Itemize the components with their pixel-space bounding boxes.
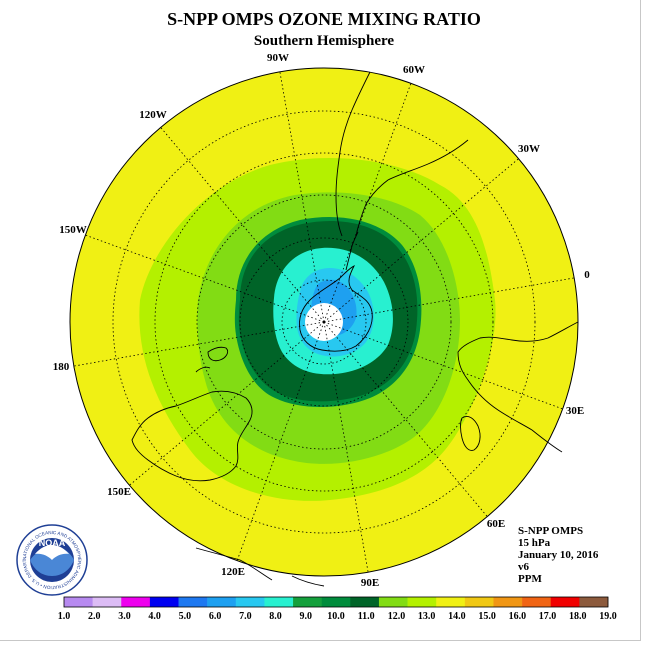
lon-label-60w: 60W [403, 64, 425, 76]
colorbar-label: 4.0 [148, 611, 161, 622]
coastline-south-america [335, 71, 469, 237]
lon-label-90e: 90E [361, 577, 379, 589]
latitude-circle-70s [239, 237, 409, 407]
colorbar-label: 19.0 [599, 611, 617, 622]
info-date: January 10, 2016 [518, 549, 599, 561]
latitude-circle-60s [196, 194, 452, 450]
south-pole-marker [322, 320, 326, 324]
colorbar-border [63, 596, 609, 608]
colorbar-swatch [550, 597, 580, 607]
colorbar-swatch [178, 597, 208, 607]
coastline-australia [131, 390, 253, 482]
lon-label-0: 0 [584, 269, 590, 281]
colorbar-label: 3.0 [118, 611, 131, 622]
colorbar-label: 2.0 [88, 611, 101, 622]
product-info: S-NPP OMPS 15 hPa January 10, 2016 v6 PP… [518, 525, 599, 585]
colorbar-swatch [121, 597, 151, 607]
lon-label-30e: 30E [566, 405, 584, 417]
info-units: PPM [518, 573, 542, 585]
coastline-indonesia [195, 547, 325, 587]
info-version: v6 [518, 561, 530, 573]
colorbar-swatch [293, 597, 322, 607]
colorbar-label: 7.0 [239, 611, 252, 622]
colorbar-label: 13.0 [418, 611, 436, 622]
colorbar-swatch [350, 597, 380, 607]
colorbar-swatch [149, 597, 179, 607]
figure-subtitle: Southern Hemisphere [254, 33, 394, 49]
contour-fills [139, 157, 496, 501]
coastline-new-zealand [195, 346, 229, 373]
lon-label-150w: 150W [59, 224, 87, 236]
map-boundary [69, 67, 579, 577]
longitude-labels: 90W 60W 30W 0 30E 60E 90E 120E 150E 180 … [53, 52, 591, 589]
colorbar-swatch [207, 597, 237, 607]
colorbar-label: 10.0 [327, 611, 345, 622]
colorbar-swatch [522, 597, 552, 607]
polar-map [69, 67, 579, 587]
latitude-circles [112, 110, 536, 534]
coastline-antarctica [299, 264, 373, 352]
colorbar-label: 14.0 [448, 611, 466, 622]
colorbar: 1.0 2.0 3.0 4.0 5.0 6.0 7.0 8.0 9.0 10.0 11.0 12.0 1… [58, 596, 617, 622]
colorbar-swatch [92, 597, 122, 607]
colorbar-swatch [378, 597, 408, 607]
colorbar-swatch [264, 597, 294, 607]
colorbar-swatch [321, 597, 351, 607]
colorbar-label: 6.0 [209, 611, 222, 622]
lon-label-60e: 60E [487, 518, 505, 530]
colorbar-label: 11.0 [358, 611, 375, 622]
lon-label-90w: 90W [267, 52, 289, 64]
lon-label-150e: 150E [107, 486, 131, 498]
colorbar-swatch [493, 597, 523, 607]
lon-label-30w: 30W [518, 143, 540, 155]
coastline-madagascar [460, 415, 481, 451]
noaa-logo-ring-text: NATIONAL OCEANIC AND ATMOSPHERIC ADMINIS… [0, 0, 82, 590]
colorbar-label: 16.0 [509, 611, 527, 622]
noaa-logo-text: NOAA [39, 538, 66, 548]
coastline-south-africa [457, 321, 579, 453]
colorbar-label: 5.0 [179, 611, 192, 622]
latitude-circle-50s [154, 152, 494, 492]
colorbar-label: 17.0 [539, 611, 557, 622]
lon-label-120w: 120W [139, 109, 167, 121]
colorbar-swatch [235, 597, 265, 607]
lon-label-120e: 120E [221, 566, 245, 578]
figure-frame [0, 0, 641, 641]
colorbar-label: 12.0 [388, 611, 406, 622]
colorbar-swatch [579, 597, 609, 607]
colorbar-swatch [64, 597, 93, 607]
noaa-logo-gull-icon [35, 545, 69, 560]
colorbar-label: 18.0 [569, 611, 587, 622]
colorbar-swatch [436, 597, 466, 607]
coastlines [131, 71, 579, 587]
info-level: 15 hPa [518, 537, 551, 549]
colorbar-label: 1.0 [58, 611, 71, 622]
colorbar-label: 8.0 [269, 611, 282, 622]
figure-title: S-NPP OMPS OZONE MIXING RATIO [167, 9, 481, 29]
colorbar-label: 9.0 [300, 611, 313, 622]
colorbar-swatch [464, 597, 494, 607]
info-instrument: S-NPP OMPS [518, 525, 583, 537]
colorbar-label: 15.0 [478, 611, 496, 622]
lon-label-180: 180 [53, 361, 70, 373]
latitude-circle-40s [112, 110, 536, 534]
latitude-circle-80s [281, 279, 367, 365]
colorbar-swatch [407, 597, 437, 607]
